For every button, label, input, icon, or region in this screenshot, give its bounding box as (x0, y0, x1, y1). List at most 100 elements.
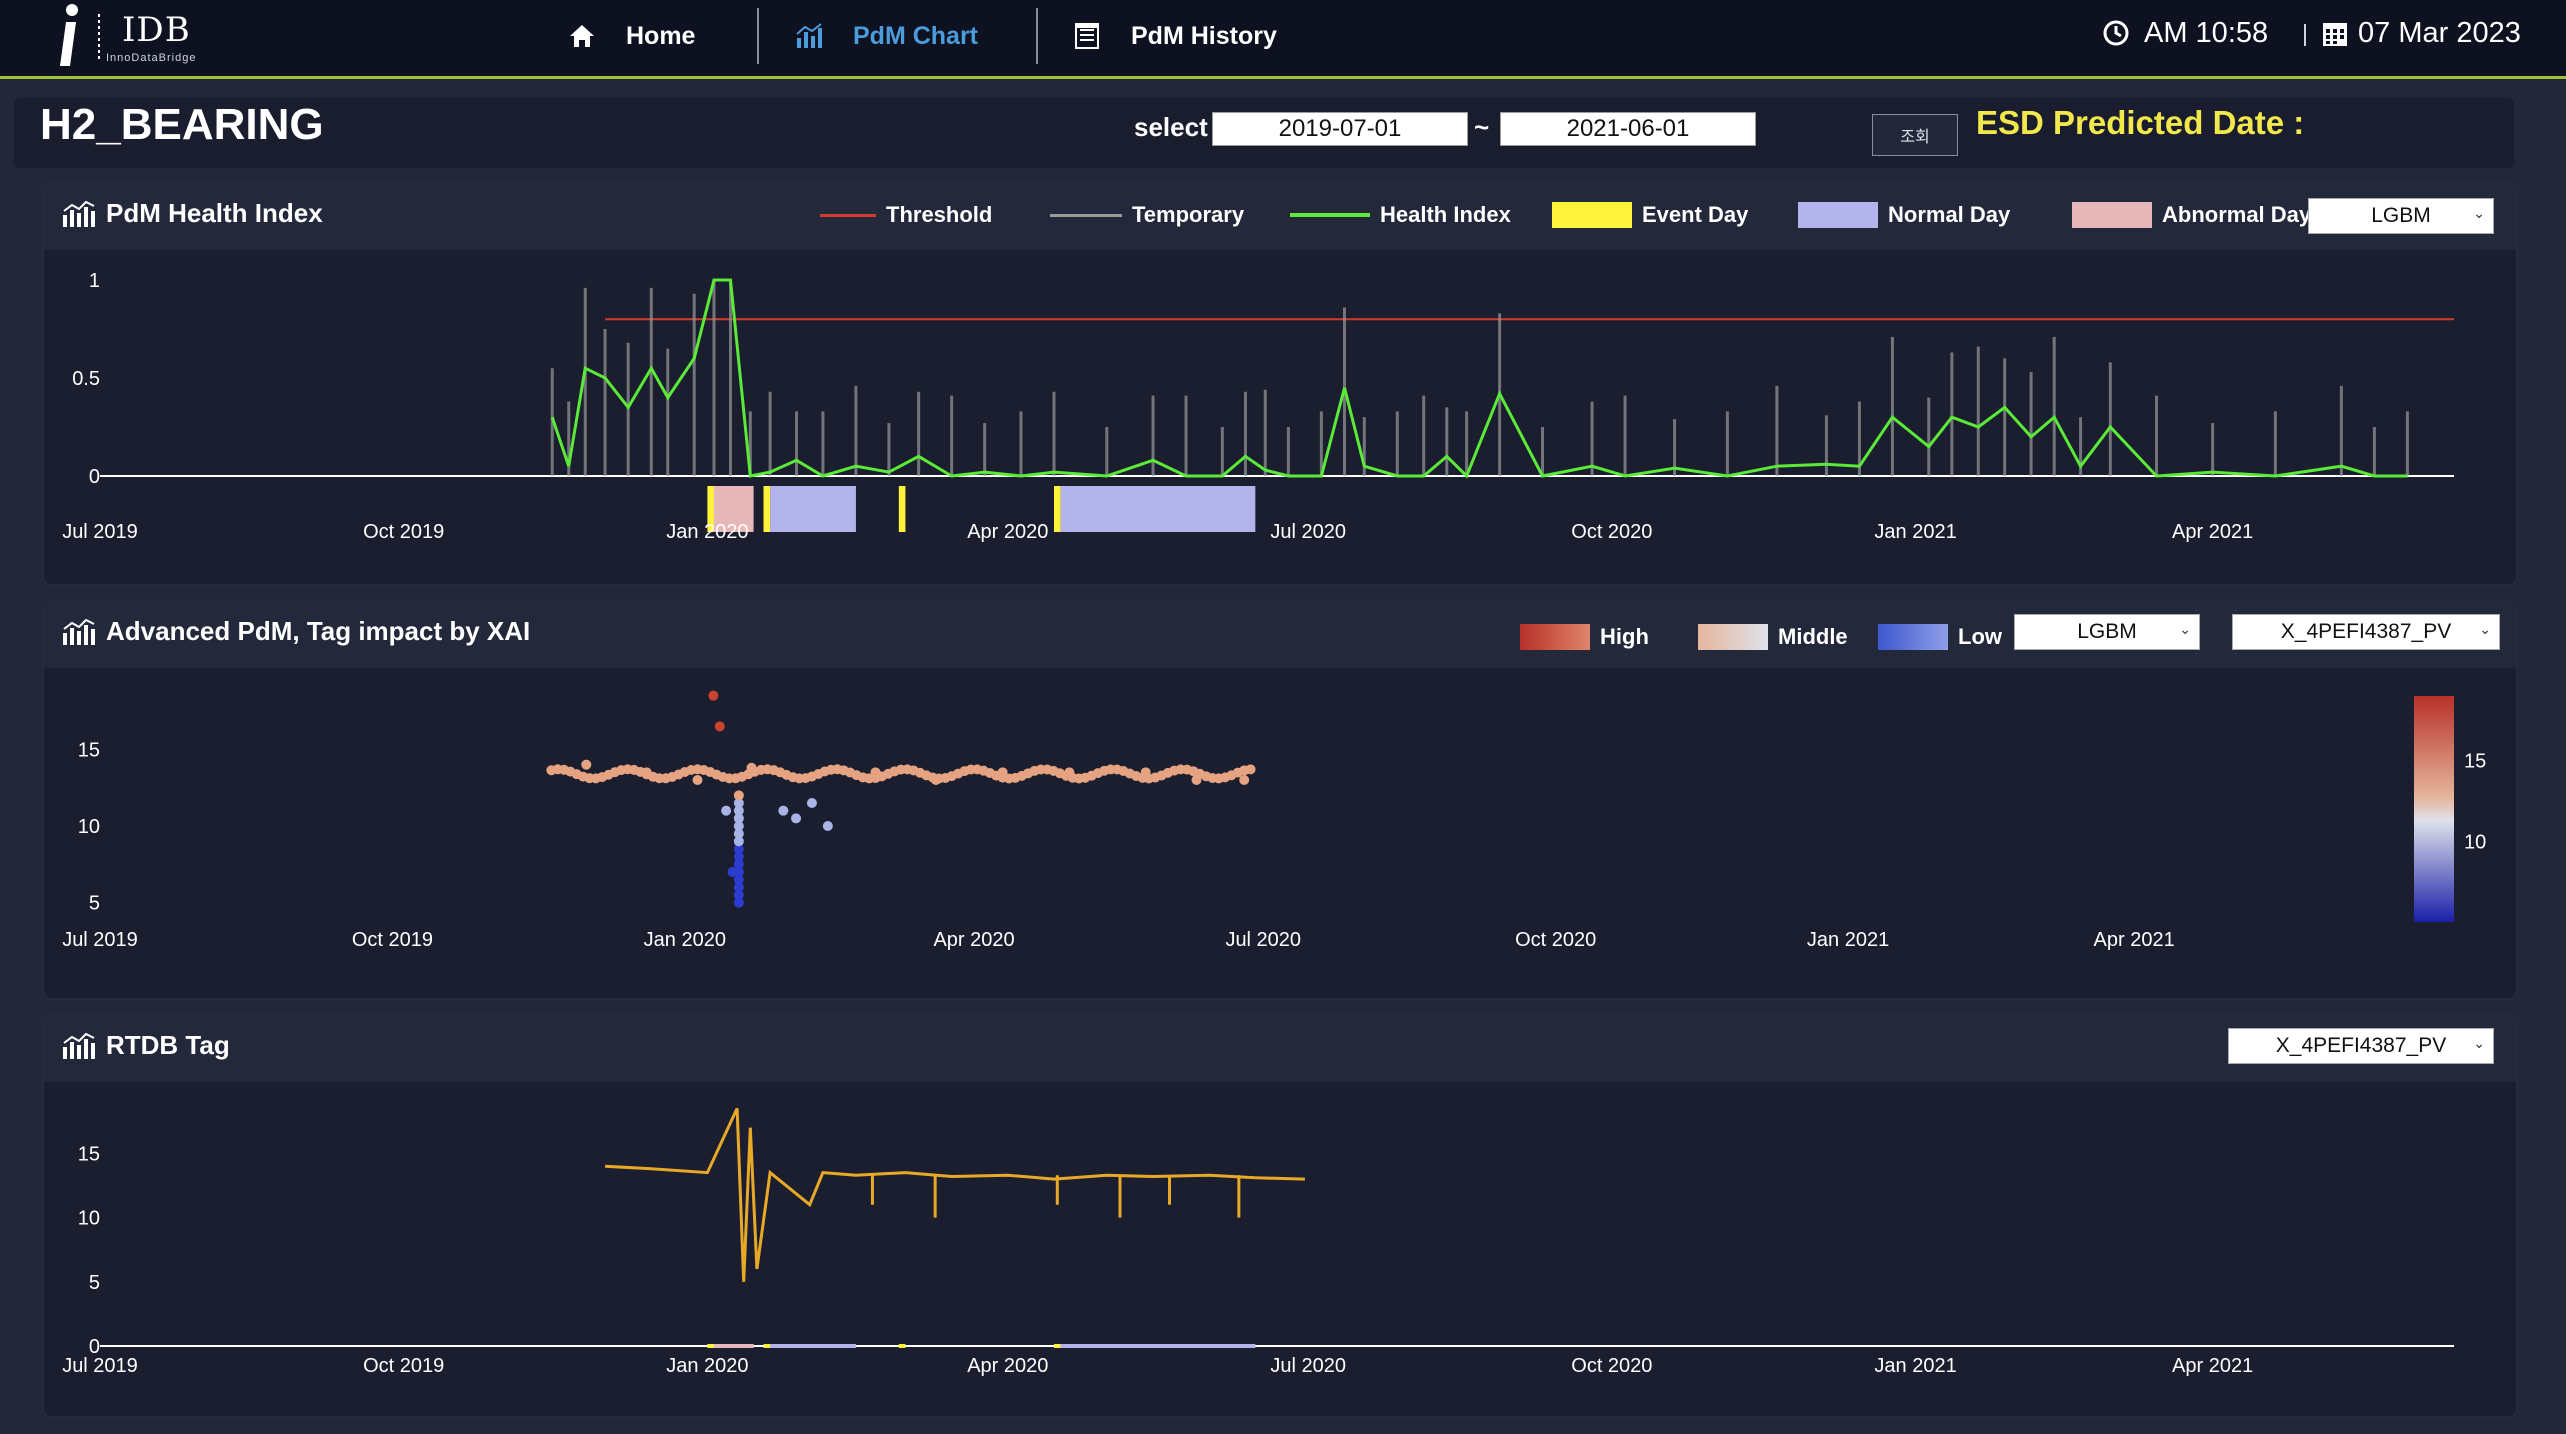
legend-health-index: Health Index (1290, 202, 1511, 228)
legend-temporary: Temporary (1050, 202, 1244, 228)
scatter-point (1140, 767, 1151, 778)
clock-icon (2103, 20, 2129, 46)
chevron-down-icon: ⌄ (2473, 205, 2485, 221)
scatter-point (1239, 775, 1250, 785)
scatter-point (1064, 767, 1075, 778)
scatter-point (581, 759, 592, 770)
day-band-marker (770, 1344, 856, 1348)
x-tick-label-rtdb: Apr 2020 (967, 1355, 1048, 1377)
legend-threshold: Threshold (820, 202, 992, 228)
legend-low: Low (1878, 624, 2002, 650)
x-tick-label-rtdb: Jan 2020 (666, 1355, 748, 1377)
legend-normal-day: Normal Day (1798, 202, 2010, 228)
day-band-marker (1053, 1344, 1061, 1348)
tag-select[interactable]: X_4PEFI4387_PV ⌄ (2228, 1028, 2494, 1064)
scatter-point (791, 813, 802, 824)
panel-title: PdM Health Index (62, 198, 323, 229)
y-tick-label: 5 (89, 893, 100, 915)
esd-predicted-date-label: ESD Predicted Date : (1976, 104, 2305, 141)
date-range-separator: ~ (1474, 112, 1490, 142)
x-tick-label-health: Jul 2020 (1270, 521, 1346, 543)
date-to-input[interactable]: 2021-06-01 (1500, 112, 1756, 146)
day-band-marker (763, 1344, 771, 1348)
scatter-point (746, 762, 757, 773)
nav-pdm-chart[interactable]: PdM Chart (795, 0, 978, 72)
scatter-point (721, 805, 732, 816)
y-tick-label: 15 (78, 1143, 100, 1165)
model-select[interactable]: LGBM ⌄ (2308, 198, 2494, 234)
x-tick-label-health: Apr 2021 (2172, 521, 2253, 543)
panel-title-text: PdM Health Index (106, 198, 323, 228)
model-select[interactable]: LGBM ⌄ (2014, 614, 2200, 650)
x-tick-label-health: Apr 2020 (967, 521, 1048, 543)
x-tick-label-health: Jan 2021 (1874, 521, 1956, 543)
scatter-point (733, 851, 744, 862)
x-tick-label-rtdb: Jul 2020 (1270, 1355, 1346, 1377)
scatter-point (870, 767, 881, 778)
logo-subtext: InnoDataBridge (106, 52, 197, 64)
xai-scatter-chart: 5 10 15 Jul 2019 Oct 2019 Jan 2020 Apr 2020 Jul… (62, 690, 2486, 951)
panel-title-text: RTDB Tag (106, 1030, 230, 1060)
scatter-point (997, 767, 1008, 778)
y-tick-label: 15 (78, 739, 100, 761)
panel-title: RTDB Tag (62, 1030, 230, 1061)
x-tick-label-xai: Jul 2020 (1225, 929, 1301, 951)
chart-icon (63, 1032, 95, 1059)
colorbar-tick-label: 15 (2464, 751, 2486, 773)
time-text: AM 10:58 (2144, 16, 2269, 49)
scatter-point (778, 805, 789, 816)
day-band-marker (898, 1344, 906, 1348)
logo-icon (60, 4, 78, 66)
health-index-chart: 0 0.5 1 Jul 2019 Oct 2019 Jan 2020 Apr 2020 Jul… (62, 270, 2454, 543)
nav-divider (1036, 8, 1038, 64)
scatter-point (930, 775, 941, 785)
y-tick-label: 0 (89, 1336, 100, 1358)
scatter-point (733, 805, 744, 816)
scatter-point (733, 890, 744, 900)
scatter-point (641, 767, 652, 778)
chart-icon (63, 200, 95, 227)
panel-title-text: Advanced PdM, Tag impact by XAI (106, 616, 531, 646)
rtdb-tag-panel: RTDB Tag X_4PEFI4387_PV ⌄ 0 5 10 15 Jul 2019 O… (44, 1016, 2516, 1416)
nav-home[interactable]: Home (568, 0, 695, 72)
scatter-point (733, 859, 744, 870)
query-button[interactable]: 조회 (1872, 114, 1958, 156)
x-tick-label-xai: Apr 2021 (2094, 929, 2175, 951)
x-tick-label-xai: Jan 2020 (644, 929, 726, 951)
nav-pdm-chart-label: PdM Chart (853, 21, 978, 50)
scatter-point (733, 844, 744, 854)
clock-divider (2304, 24, 2306, 46)
nav-divider (757, 8, 759, 64)
x-tick-label-rtdb: Oct 2020 (1571, 1355, 1652, 1377)
x-tick-label-rtdb: Apr 2021 (2172, 1355, 2253, 1377)
scatter-point (1245, 764, 1256, 775)
day-band-marker (1060, 1344, 1256, 1348)
x-tick-label-health: Jul 2019 (62, 521, 138, 543)
x-tick-label-rtdb: Oct 2019 (363, 1355, 444, 1377)
day-band-marker (713, 1344, 754, 1348)
panel-header: RTDB Tag X_4PEFI4387_PV ⌄ (44, 1016, 2516, 1082)
chevron-down-icon: ⌄ (2179, 621, 2191, 637)
calendar-icon (2323, 23, 2347, 46)
y-tick-label: 5 (89, 1272, 100, 1294)
date-from-input[interactable]: 2019-07-01 (1212, 112, 1468, 146)
x-tick-label-health: Oct 2020 (1571, 521, 1652, 543)
nav-pdm-history[interactable]: PdM History (1073, 0, 1277, 72)
panel-header: PdM Health Index Threshold Temporary Hea… (44, 184, 2516, 250)
rtdb-line-chart: 0 5 10 15 Jul 2019 Oct 2019 Jan 2020 Apr 2020 Ju… (62, 1107, 2454, 1377)
tag-select[interactable]: X_4PEFI4387_PV ⌄ (2232, 614, 2500, 650)
rtdb-line (605, 1107, 1305, 1282)
colorbar-tick-label: 10 (2464, 831, 2486, 853)
x-tick-label-xai: Apr 2020 (933, 929, 1014, 951)
legend-middle: Middle (1698, 624, 1848, 650)
colorbar (2414, 696, 2454, 922)
health-index-line (550, 278, 2408, 479)
scatter-point (692, 775, 703, 785)
logo-divider (98, 14, 100, 62)
logo-text: IDB (122, 10, 191, 50)
scatter-point (733, 798, 744, 808)
pdm-health-index-panel: PdM Health Index Threshold Temporary Hea… (44, 184, 2516, 584)
home-icon (570, 25, 594, 47)
scatter-point (733, 836, 744, 847)
x-tick-label-xai: Jul 2019 (62, 929, 138, 951)
